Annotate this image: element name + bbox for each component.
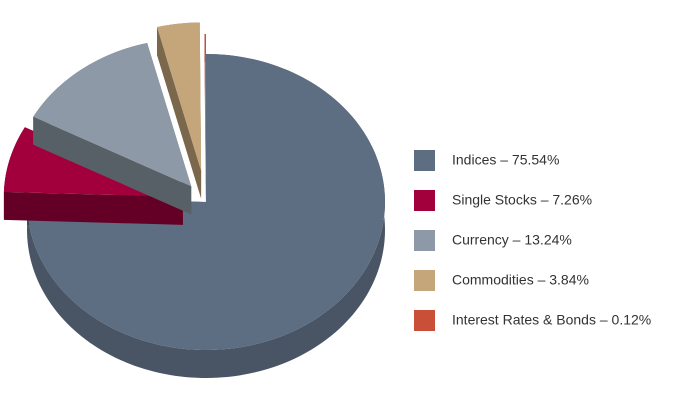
legend-label: Single Stocks – 7.26% xyxy=(452,192,592,208)
legend-swatch xyxy=(414,270,435,291)
slice-top xyxy=(27,54,385,350)
slice-edge xyxy=(157,27,202,199)
slice xyxy=(204,34,206,211)
legend-label: Indices – 75.54% xyxy=(452,152,559,168)
legend-swatch xyxy=(414,230,435,251)
legend-label: Currency – 13.24% xyxy=(452,232,572,248)
slice-edge xyxy=(33,116,192,215)
legend-label: Commodities – 3.84% xyxy=(452,272,589,288)
slice-top xyxy=(204,34,206,183)
legend-swatch xyxy=(414,150,435,171)
legend-swatch xyxy=(414,310,435,331)
legend-label: Interest Rates & Bonds – 0.12% xyxy=(452,312,651,328)
slice xyxy=(33,42,192,215)
slice-top xyxy=(33,42,192,187)
slice xyxy=(157,22,202,199)
slice-edge xyxy=(204,34,206,211)
slice-top xyxy=(157,22,202,171)
legend-swatch xyxy=(414,190,435,211)
